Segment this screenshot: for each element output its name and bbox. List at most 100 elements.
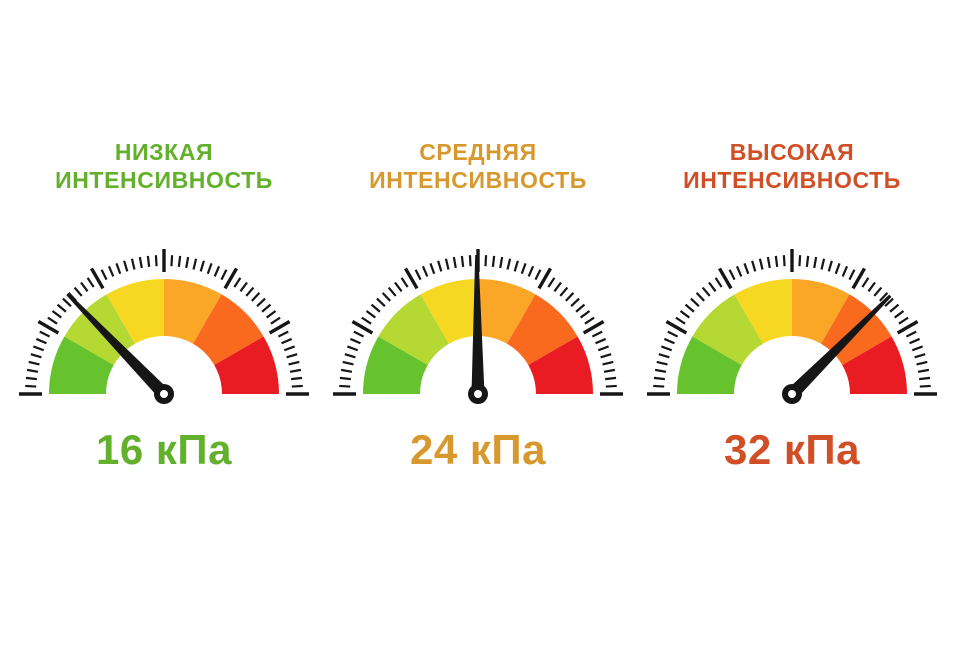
gauge-panel-medium: СРЕДНЯЯ ИНТЕНСИВНОСТЬ 24 кПа (327, 138, 629, 474)
minor-tick (130, 258, 136, 270)
gauge-title-high: ВЫСОКАЯ ИНТЕНСИВНОСТЬ (683, 138, 901, 194)
minor-tick (421, 265, 429, 277)
minor-tick (695, 292, 705, 302)
minor-tick (600, 353, 612, 359)
minor-tick (894, 310, 905, 319)
major-tick (268, 320, 291, 335)
minor-tick (146, 255, 151, 267)
minor-tick (444, 258, 450, 270)
gauge-segment-1 (692, 294, 763, 365)
minor-tick (261, 303, 272, 313)
minor-tick (905, 330, 917, 338)
gauge-title-line2: ИНТЕНСИВНОСТЬ (55, 167, 273, 193)
minor-tick (86, 277, 95, 288)
minor-tick (376, 297, 386, 307)
minor-tick (667, 330, 679, 338)
minor-tick (889, 303, 900, 313)
gauge-needle (471, 254, 485, 395)
minor-tick (914, 353, 926, 359)
minor-tick (911, 345, 923, 352)
minor-tick (270, 316, 281, 325)
minor-tick (884, 297, 894, 307)
minor-tick (679, 310, 690, 319)
gauge-title-line2: ИНТЕНСИВНОСТЬ (369, 167, 587, 193)
minor-tick (653, 376, 665, 381)
gauge-segment-0 (49, 336, 114, 394)
gauge-svg (647, 249, 937, 404)
major-tick (896, 320, 919, 335)
minor-tick (605, 384, 617, 388)
minor-tick (595, 337, 607, 345)
minor-tick (394, 281, 403, 292)
gauge-tick-marks (19, 249, 309, 396)
minor-tick (47, 316, 58, 325)
gauge-dial-medium (328, 244, 628, 414)
minor-tick (547, 277, 556, 288)
major-tick (404, 267, 419, 290)
gauge-segment-1 (378, 294, 449, 365)
minor-tick (245, 286, 255, 297)
minor-tick (848, 269, 856, 281)
minor-tick (499, 256, 504, 269)
minor-tick (605, 376, 617, 381)
minor-tick (256, 297, 266, 307)
minor-tick (602, 360, 614, 366)
minor-tick (661, 345, 673, 352)
minor-tick (575, 303, 586, 313)
minor-tick (266, 310, 277, 319)
gauge-title-medium: СРЕДНЯЯ ИНТЕНСИВНОСТЬ (369, 138, 587, 194)
minor-tick (233, 277, 242, 288)
minor-tick (177, 255, 182, 267)
minor-tick (286, 353, 298, 359)
minor-tick (758, 258, 764, 270)
minor-tick (916, 360, 928, 366)
minor-tick (414, 269, 422, 281)
minor-tick (39, 330, 51, 338)
minor-tick (239, 281, 248, 292)
minor-tick (603, 368, 616, 373)
gauge-segment-5 (528, 336, 593, 394)
gauge-title-line2: ИНТЕНСИВНОСТЬ (683, 167, 901, 193)
minor-tick (35, 337, 47, 345)
major-tick (665, 320, 688, 335)
gauge-segments (49, 279, 279, 394)
minor-tick (387, 286, 397, 297)
major-tick (537, 267, 552, 290)
minor-tick (281, 337, 293, 345)
gauge-segment-0 (677, 336, 742, 394)
minor-tick (452, 256, 457, 269)
gauge-title-line1: ВЫСОКАЯ (729, 139, 855, 165)
gauge-dial-high (642, 244, 942, 414)
minor-tick (30, 353, 42, 359)
minor-tick (584, 316, 595, 325)
minor-tick (728, 269, 736, 281)
minor-tick (344, 353, 356, 359)
minor-tick (708, 281, 717, 292)
gauge-segment-0 (363, 336, 428, 394)
minor-tick (675, 316, 686, 325)
minor-tick (782, 255, 786, 267)
minor-tick (220, 269, 228, 281)
minor-tick (559, 286, 569, 297)
minor-tick (513, 260, 519, 272)
minor-tick (873, 286, 883, 297)
minor-tick (277, 330, 289, 338)
minor-tick (909, 337, 921, 345)
minor-tick (861, 277, 870, 288)
minor-tick (506, 258, 512, 270)
needle-hub-hole (474, 390, 482, 398)
minor-tick (80, 281, 89, 292)
minor-tick (340, 368, 353, 373)
minor-tick (527, 265, 535, 277)
minor-tick (62, 297, 72, 307)
minor-tick (291, 376, 303, 381)
minor-tick (879, 292, 889, 302)
minor-tick (199, 260, 205, 272)
gauge-value-low: 16 кПа (96, 426, 232, 473)
gauge-segments (677, 279, 907, 394)
major-tick (582, 320, 605, 335)
minor-tick (51, 310, 62, 319)
minor-tick (919, 384, 931, 388)
minor-tick (56, 303, 67, 313)
minor-tick (365, 310, 376, 319)
